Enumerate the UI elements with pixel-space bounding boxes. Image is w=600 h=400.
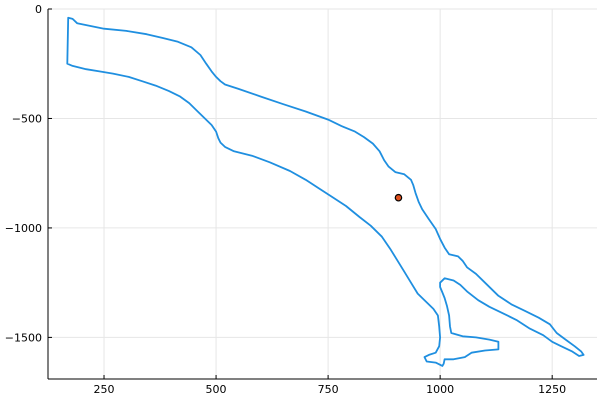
point-markers [394, 193, 403, 202]
x-tick-label: 1250 [538, 383, 566, 396]
y-tick-label: −1000 [5, 222, 42, 235]
y-tick-label: 0 [35, 3, 42, 16]
x-tick-label: 750 [318, 383, 339, 396]
x-tick-label: 250 [94, 383, 115, 396]
x-tick-label: 500 [206, 383, 227, 396]
data-point [394, 193, 403, 202]
y-tick-label: −500 [12, 112, 42, 125]
outline-line [66, 16, 585, 367]
outline-series [66, 16, 585, 367]
x-tick-label: 1000 [426, 383, 454, 396]
y-tick-label: −1500 [5, 331, 42, 344]
axes: 250 500 750 1000 1250 0 −500 −1000 −1500 [5, 3, 597, 396]
grid-lines [48, 8, 597, 379]
